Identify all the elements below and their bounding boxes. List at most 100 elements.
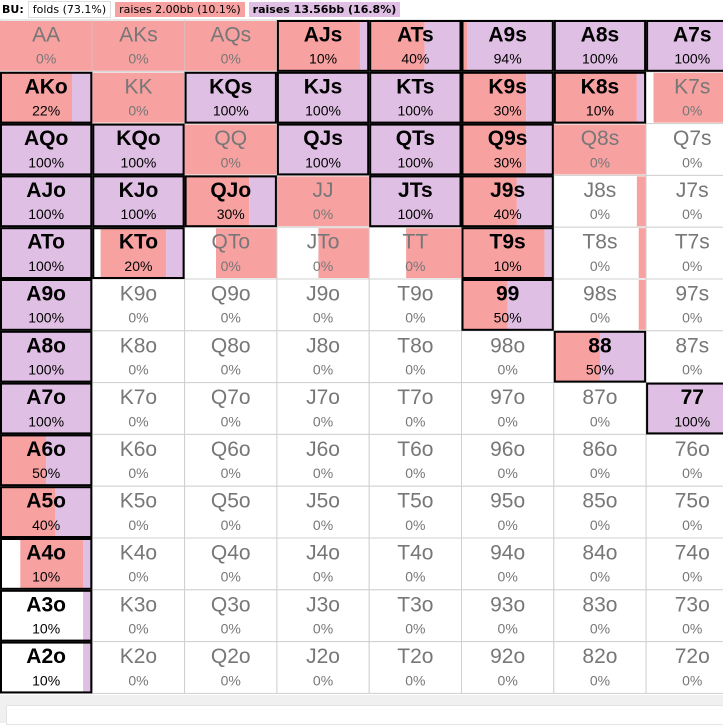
- cell[interactable]: [276, 537, 370, 591]
- cell[interactable]: [553, 226, 647, 280]
- cell[interactable]: [461, 382, 555, 435]
- legend: BU: folds (73.1%) raises 2.00bb (10.1%) …: [0, 0, 401, 18]
- hand-percent: 0%: [221, 51, 241, 67]
- legend-raise-big: raises 13.56bb (16.8%): [248, 1, 401, 17]
- raise-big-fill: [507, 280, 554, 330]
- hand-label: T4o: [397, 542, 433, 565]
- hand-percent: 20%: [124, 258, 152, 274]
- hand-percent: 0%: [405, 517, 425, 533]
- hand-percent: 100%: [28, 362, 64, 378]
- raise-big-fill: [184, 72, 277, 123]
- cell[interactable]: [645, 537, 723, 591]
- cell[interactable]: [368, 537, 463, 591]
- hand-percent: 100%: [28, 154, 64, 170]
- cell-border: [0, 538, 93, 590]
- cell-border: [276, 20, 370, 72]
- hand-percent: 50%: [32, 465, 60, 481]
- hand-label: A4o: [26, 542, 66, 565]
- hand-percent: 0%: [405, 413, 425, 429]
- hand-percent: 0%: [590, 621, 610, 637]
- hand-label: J3o: [306, 593, 340, 616]
- cell[interactable]: [645, 485, 723, 539]
- cell[interactable]: [461, 537, 555, 591]
- hand-label: T8o: [397, 334, 433, 357]
- cell[interactable]: [276, 278, 370, 332]
- raise-small-fill: [0, 72, 72, 123]
- cell[interactable]: [461, 641, 555, 694]
- cell[interactable]: [645, 278, 723, 332]
- cell[interactable]: [461, 485, 555, 539]
- cell[interactable]: [368, 433, 463, 487]
- hand-percent: 100%: [28, 310, 64, 326]
- hand-percent: 0%: [313, 258, 333, 274]
- hand-percent: 0%: [682, 465, 702, 481]
- hand-percent: 0%: [498, 465, 518, 481]
- cell[interactable]: [645, 174, 723, 228]
- cell[interactable]: [276, 589, 370, 643]
- cell[interactable]: [184, 382, 278, 435]
- hand-label: 99: [496, 283, 519, 306]
- cell-border: [461, 20, 554, 72]
- cell[interactable]: [645, 641, 723, 694]
- cell[interactable]: [553, 382, 647, 435]
- cell[interactable]: [645, 330, 723, 384]
- cell[interactable]: [276, 330, 370, 384]
- cell[interactable]: [184, 641, 278, 694]
- hand-label: T7o: [397, 386, 433, 409]
- raise-small-fill: [553, 124, 647, 175]
- cell[interactable]: [184, 330, 278, 384]
- raise-big-fill: [526, 124, 554, 175]
- hand-label: K8o: [120, 334, 157, 357]
- cell-border: [369, 71, 462, 124]
- cell[interactable]: [553, 174, 647, 228]
- cell[interactable]: [0, 641, 93, 694]
- cell[interactable]: [645, 123, 723, 176]
- hand-percent: 40%: [494, 206, 522, 222]
- hand-label: 98s: [583, 283, 617, 306]
- raise-big-fill: [369, 124, 462, 175]
- hand-percent: 100%: [305, 103, 341, 119]
- cell[interactable]: [91, 641, 186, 694]
- cell[interactable]: [553, 278, 647, 332]
- cell[interactable]: [553, 485, 647, 539]
- cell[interactable]: [645, 226, 723, 280]
- cell[interactable]: [91, 485, 186, 539]
- cell[interactable]: [184, 589, 278, 643]
- hand-percent: 0%: [128, 621, 148, 637]
- raise-big-fill: [166, 228, 185, 278]
- hand-percent: 0%: [221, 517, 241, 533]
- cell[interactable]: [368, 485, 463, 539]
- cell[interactable]: [645, 589, 723, 643]
- hand-percent: 0%: [128, 672, 148, 688]
- cell[interactable]: [91, 330, 186, 384]
- hand-percent: 0%: [221, 569, 241, 585]
- hand-label: K4o: [120, 542, 157, 565]
- hand-percent: 0%: [128, 362, 148, 378]
- hand-label: AQs: [210, 24, 251, 47]
- cell[interactable]: [368, 641, 463, 694]
- input-box[interactable]: [6, 705, 723, 725]
- cell[interactable]: [368, 589, 463, 643]
- cell[interactable]: [276, 485, 370, 539]
- hand-percent: 0%: [313, 465, 333, 481]
- hand-label: 74o: [675, 542, 710, 565]
- cell[interactable]: [184, 278, 278, 332]
- cell[interactable]: [461, 589, 555, 643]
- raise-small-fill: [100, 228, 167, 278]
- raise-small-fill: [0, 487, 56, 537]
- hand-label: T6o: [397, 438, 433, 461]
- hand-label: J9s: [490, 179, 525, 202]
- hand-label: AJo: [26, 179, 66, 202]
- cell[interactable]: [91, 537, 186, 591]
- hand-percent: 0%: [221, 258, 241, 274]
- hand-label: 87o: [582, 386, 617, 409]
- hand-percent: 40%: [401, 51, 429, 67]
- cell[interactable]: [184, 537, 278, 591]
- hand-percent: 100%: [28, 413, 64, 429]
- hand-label: 72o: [675, 645, 710, 668]
- hand-percent: 10%: [586, 103, 614, 119]
- hand-label: QJo: [210, 179, 251, 202]
- hand-percent: 0%: [682, 310, 702, 326]
- cell[interactable]: [91, 433, 186, 487]
